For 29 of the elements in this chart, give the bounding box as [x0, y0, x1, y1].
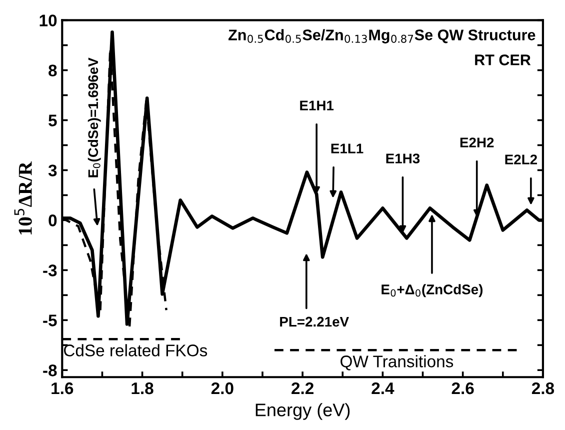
- x-tick-label: 1.8: [132, 382, 154, 394]
- annotation: E1H1: [300, 100, 334, 110]
- y-tick-label: -8: [43, 364, 57, 376]
- annotation: PL=2.21eV: [280, 316, 349, 327]
- x-tick-label: 1.6: [52, 382, 74, 394]
- y-tick-label: 8: [48, 64, 57, 76]
- y-tick-label: -3: [43, 264, 57, 276]
- annotation: E1L1: [331, 144, 364, 154]
- x-axis-title: Energy (eV): [256, 403, 350, 420]
- x-tick-label: 2.4: [372, 382, 394, 394]
- x-tick-label: 2.6: [452, 382, 474, 394]
- y-tick-label: 3: [48, 164, 57, 176]
- text: RT CER: [475, 54, 531, 66]
- annotation: E2H2: [460, 138, 494, 148]
- y-axis-title: 10$^{5}$ΔR/R: [14, 161, 32, 234]
- annotation: QW Transitions: [340, 355, 454, 370]
- chart-title: Zn$_{0.5}$Cd$_{0.5}$Se/Zn$_{0.13}$Mg$_{0.87}$Se QW Structure: [228, 29, 536, 44]
- x-tick-label: 2.2: [292, 382, 314, 394]
- y-tick-label: -5: [43, 314, 57, 326]
- x-tick-label: 2.8: [532, 382, 554, 394]
- annotation: E$_{0}$+Δ$_{0}$(ZnCdSe): [382, 284, 483, 298]
- annotation: E2L2: [505, 154, 537, 164]
- y-tick-label: 0: [48, 214, 57, 226]
- annotation: E$_{0}$(CdSe)=1.696eV: [88, 58, 101, 178]
- y-tick-label: 10: [40, 14, 57, 26]
- y-tick-label: 5: [48, 114, 57, 126]
- annotation: CdSe related FKOs: [64, 344, 208, 356]
- annotation: E1H3: [386, 154, 420, 164]
- x-tick-label: 2.0: [211, 382, 234, 394]
